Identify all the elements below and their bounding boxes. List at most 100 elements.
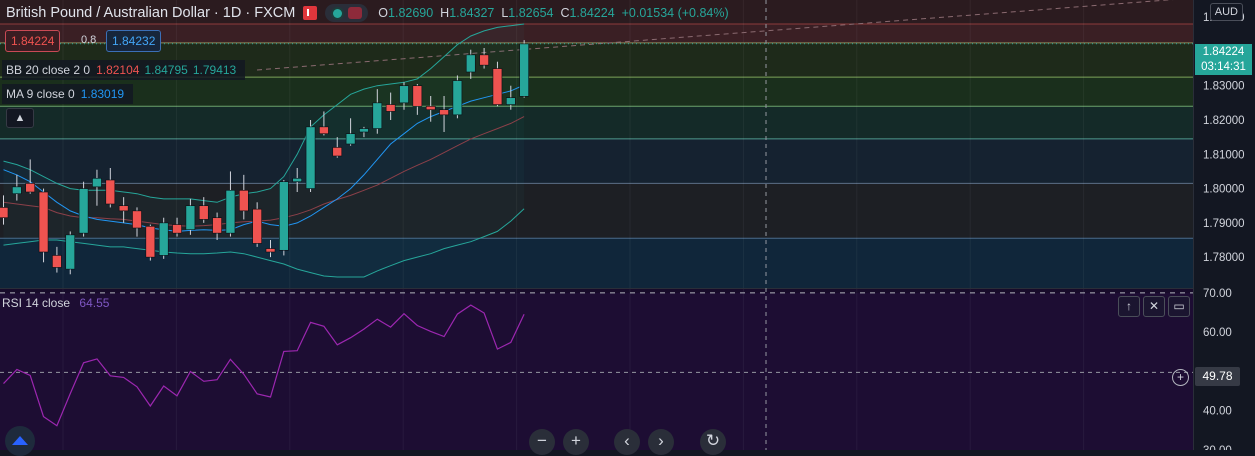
candle-body [198, 205, 209, 220]
bb-basis-value: 1.82104 [96, 63, 140, 77]
arrow-up-icon: ↑ [1126, 299, 1132, 313]
candle-body [332, 147, 343, 157]
last-price-value: 1.84224 [1202, 46, 1245, 58]
reset-icon: ↻ [705, 431, 721, 450]
candle-body [38, 191, 49, 253]
candle-body [52, 255, 62, 268]
candle-body [439, 109, 449, 116]
fib-zone [0, 183, 1193, 239]
tradingview-logo-icon[interactable] [5, 426, 35, 456]
data-status-icon [348, 7, 363, 19]
bb-label: BB 20 close 2 0 [6, 63, 91, 77]
rsi-tick-label: 40.00 [1203, 406, 1232, 418]
currency-badge[interactable]: AUD [1209, 3, 1243, 21]
ma-line [3, 84, 525, 232]
bb-lower-line [3, 208, 525, 278]
chevron-right-icon: › [658, 431, 664, 450]
bar-countdown: 03:14:31 [1201, 61, 1246, 73]
candle-body [265, 248, 276, 253]
rsi-tick-label: 60.00 [1203, 327, 1232, 339]
candle-body [145, 225, 156, 258]
candle-body [359, 128, 369, 133]
candle-body [305, 126, 316, 189]
candle-body [172, 224, 182, 234]
candle-body [319, 126, 329, 135]
candle-body [105, 179, 116, 205]
ma-value: 1.83019 [80, 87, 125, 101]
low-value: 1.82654 [508, 6, 554, 20]
high-value: 1.84327 [449, 6, 495, 20]
candle-body [345, 133, 356, 145]
candle-body [118, 205, 129, 212]
rsi-tick-label: 70.00 [1203, 288, 1232, 300]
scroll-right-button[interactable]: › [648, 429, 674, 455]
candle-body [292, 177, 303, 183]
crosshair-value-tag: 49.78 [1195, 367, 1240, 386]
bb-legend[interactable]: BB 20 close 2 0 1.82104 1.84795 1.79413 [2, 60, 246, 80]
candle-body [0, 207, 9, 219]
zoom-in-button[interactable]: + [563, 429, 589, 455]
close-pane-button[interactable]: ✕ [1143, 296, 1165, 317]
flag-icon[interactable] [303, 6, 318, 20]
fib-zone [0, 0, 1193, 24]
candle-body [78, 188, 89, 234]
market-open-icon [333, 8, 343, 18]
candle-body [212, 217, 222, 234]
candle-body [225, 189, 236, 234]
candle-body [519, 43, 529, 97]
change-value: +0.01534 (+0.84%) [621, 6, 729, 20]
status-pill[interactable] [325, 4, 369, 22]
price-tick-label: 1.78000 [1203, 252, 1245, 264]
rsi-tick-label: 30.00 [1203, 445, 1232, 450]
sell-price-button[interactable]: 1.84224 [5, 30, 61, 52]
rsi-band-bg [0, 292, 1193, 450]
fib-zone [0, 77, 1193, 107]
move-pane-up-button[interactable]: ↑ [1118, 296, 1140, 317]
plus-icon: + [571, 431, 581, 450]
rsi-legend[interactable]: RSI 14 close 64.55 [2, 296, 109, 310]
candle-body [279, 181, 289, 251]
candle-body [65, 234, 76, 270]
scroll-left-button[interactable]: ‹ [614, 429, 640, 455]
candle-body [158, 222, 169, 256]
bb-upper-line [3, 23, 525, 203]
price-tick-label: 1.81000 [1203, 149, 1245, 161]
candle-body [25, 183, 36, 193]
candle-body [492, 68, 503, 105]
price-tick-label: 1.83000 [1203, 81, 1245, 93]
candle-body [132, 210, 142, 229]
last-price-tag: 1.84224 03:14:31 [1195, 44, 1252, 75]
symbol-title[interactable]: British Pound / Australian Dollar · 1D ·… [6, 5, 296, 21]
maximize-icon: ▭ [1173, 299, 1185, 313]
trend-line [256, 0, 1174, 71]
candle-body [505, 97, 516, 105]
fib-zone [0, 138, 1193, 184]
ohlc-readout: O1.82690 H1.84327 L1.82654 C1.84224 +0.0… [378, 6, 729, 20]
ma-legend[interactable]: MA 9 close 0 1.83019 [2, 84, 134, 104]
price-tick-label: 1.80000 [1203, 184, 1245, 196]
candle-body [185, 205, 196, 231]
candle-body [385, 104, 396, 112]
zoom-out-button[interactable]: − [529, 429, 555, 455]
minus-icon: − [537, 431, 547, 450]
candle-body [412, 85, 423, 107]
buy-price-button[interactable]: 1.84232 [106, 30, 162, 52]
collapse-legend-button[interactable]: ▲ [6, 108, 34, 128]
rsi-line [3, 304, 525, 427]
price-tick-label: 1.79000 [1203, 218, 1245, 230]
bb-lower-value: 1.79413 [192, 63, 237, 77]
candle-body [452, 80, 463, 116]
candle-body [12, 186, 22, 195]
maximize-pane-button[interactable]: ▭ [1168, 296, 1190, 317]
close-icon: ✕ [1148, 299, 1160, 313]
chevron-left-icon: ‹ [624, 431, 630, 450]
candle-body [399, 85, 409, 104]
add-alert-icon[interactable]: + [1172, 369, 1189, 386]
reset-chart-button[interactable]: ↻ [700, 429, 726, 455]
candle-body [252, 208, 262, 244]
rsi-value: 64.55 [79, 296, 110, 310]
candle-body [372, 102, 383, 129]
candle-body [465, 54, 476, 73]
candle-body [92, 177, 102, 188]
